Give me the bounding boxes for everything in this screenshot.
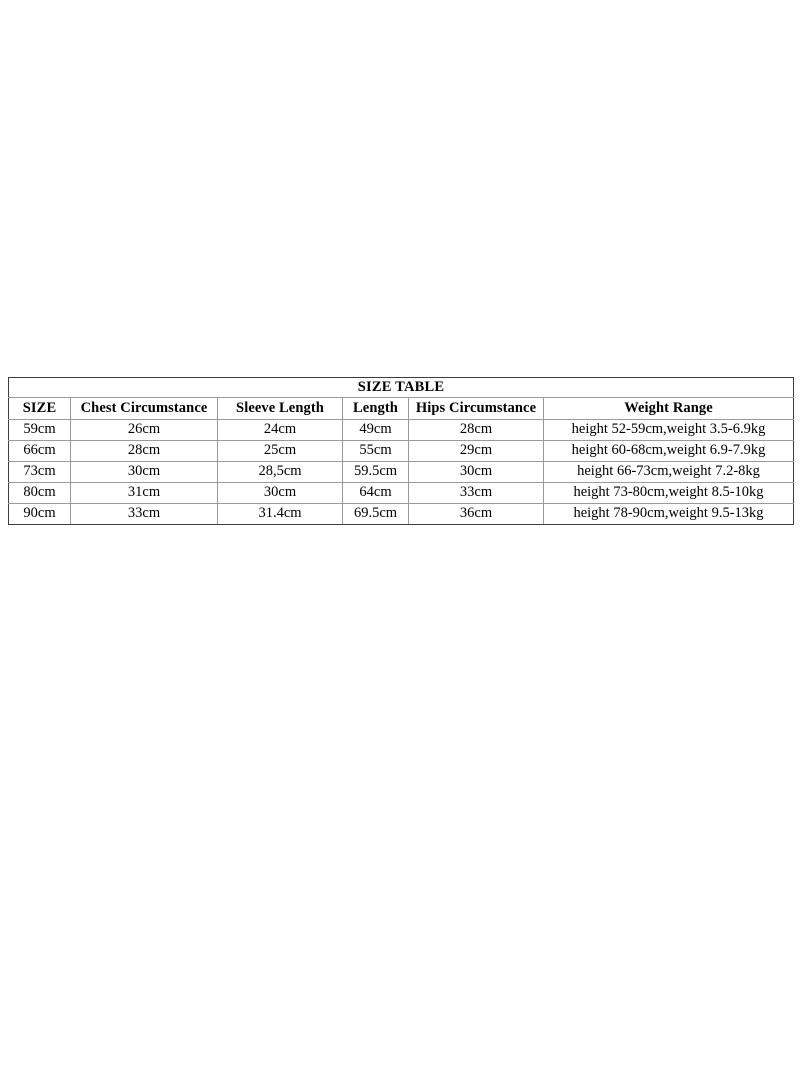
cell-chest: 31cm [70,482,218,504]
cell-weight-range: height 66-73cm,weight 7.2-8kg [543,461,794,483]
cell-chest: 28cm [70,440,218,462]
cell-size: 66cm [8,440,71,462]
cell-hips: 36cm [408,503,544,525]
column-header-weight-range: Weight Range [543,397,794,420]
cell-length: 49cm [342,419,409,441]
table-title: SIZE TABLE [8,377,794,398]
cell-weight-range: height 52-59cm,weight 3.5-6.9kg [543,419,794,441]
size-table: SIZE TABLE SIZE Chest Circumstance Sleev… [8,377,794,525]
cell-size: 80cm [8,482,71,504]
table-row: 73cm 30cm 28,5cm 59.5cm 30cm height 66-7… [8,461,794,483]
table-header-row: SIZE Chest Circumstance Sleeve Length Le… [8,397,794,420]
cell-sleeve: 30cm [217,482,343,504]
table-row: 90cm 33cm 31.4cm 69.5cm 36cm height 78-9… [8,503,794,525]
column-header-length: Length [342,397,409,420]
cell-chest: 26cm [70,419,218,441]
cell-size: 59cm [8,419,71,441]
cell-sleeve: 31.4cm [217,503,343,525]
cell-weight-range: height 73-80cm,weight 8.5-10kg [543,482,794,504]
column-header-size: SIZE [8,397,71,420]
cell-hips: 28cm [408,419,544,441]
cell-size: 73cm [8,461,71,483]
column-header-hips-circumstance: Hips Circumstance [408,397,544,420]
table-row: 59cm 26cm 24cm 49cm 28cm height 52-59cm,… [8,419,794,441]
cell-length: 59.5cm [342,461,409,483]
cell-chest: 30cm [70,461,218,483]
cell-length: 55cm [342,440,409,462]
cell-length: 64cm [342,482,409,504]
cell-size: 90cm [8,503,71,525]
size-table-container: SIZE TABLE SIZE Chest Circumstance Sleev… [8,377,794,525]
column-header-chest-circumstance: Chest Circumstance [70,397,218,420]
table-title-row: SIZE TABLE [8,377,794,398]
cell-sleeve: 25cm [217,440,343,462]
cell-weight-range: height 60-68cm,weight 6.9-7.9kg [543,440,794,462]
cell-sleeve: 28,5cm [217,461,343,483]
cell-sleeve: 24cm [217,419,343,441]
cell-hips: 33cm [408,482,544,504]
cell-hips: 30cm [408,461,544,483]
size-table-body: SIZE TABLE SIZE Chest Circumstance Sleev… [8,377,794,525]
cell-weight-range: height 78-90cm,weight 9.5-13kg [543,503,794,525]
table-row: 80cm 31cm 30cm 64cm 33cm height 73-80cm,… [8,482,794,504]
cell-hips: 29cm [408,440,544,462]
cell-chest: 33cm [70,503,218,525]
column-header-sleeve-length: Sleeve Length [217,397,343,420]
cell-length: 69.5cm [342,503,409,525]
table-row: 66cm 28cm 25cm 55cm 29cm height 60-68cm,… [8,440,794,462]
